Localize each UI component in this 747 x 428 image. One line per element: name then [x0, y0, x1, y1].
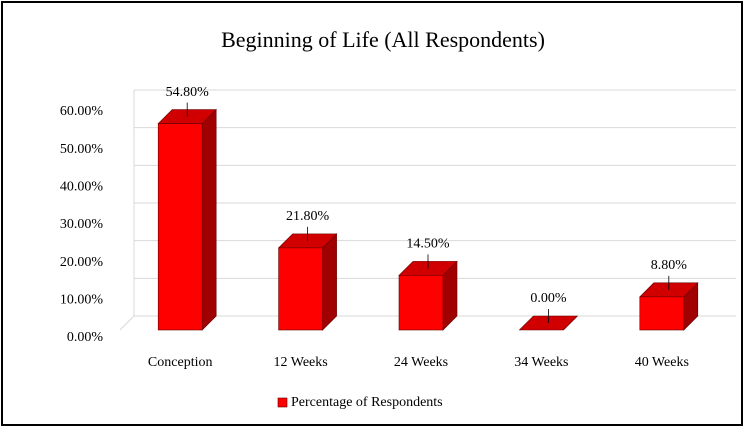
bar [278, 247, 323, 331]
bar [157, 123, 203, 331]
legend-label: Percentage of Respondents [291, 395, 443, 410]
data-label: 54.80% [166, 85, 210, 100]
x-tick-label: 40 Weeks [635, 355, 689, 370]
y-tick-label: 50.00% [60, 142, 104, 157]
y-tick-label: 30.00% [60, 217, 104, 232]
chart-title: Beginning of Life (All Respondents) [221, 27, 545, 52]
y-tick-label: 0.00% [67, 330, 104, 345]
bar-side [201, 108, 217, 331]
bar [398, 275, 444, 331]
bar-side [322, 233, 337, 331]
x-tick-label: 34 Weeks [514, 355, 568, 370]
x-tick-label: 24 Weeks [394, 355, 448, 370]
data-label: 14.50% [406, 237, 450, 252]
data-label: 21.80% [286, 209, 330, 224]
y-tick-label: 20.00% [60, 255, 104, 270]
y-tick-label: 40.00% [60, 180, 104, 195]
data-label: 8.80% [651, 258, 688, 273]
x-tick-label: Conception [148, 355, 213, 370]
x-tick-label: 12 Weeks [273, 355, 327, 370]
bar [639, 296, 685, 331]
y-tick-label: 60.00% [60, 104, 104, 119]
legend-swatch [277, 397, 288, 408]
y-tick-label: 10.00% [60, 293, 104, 308]
data-label: 0.00% [530, 291, 567, 306]
floor-line [119, 315, 135, 331]
